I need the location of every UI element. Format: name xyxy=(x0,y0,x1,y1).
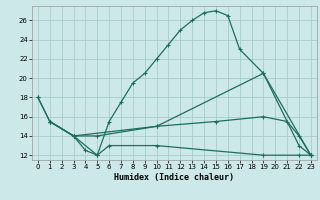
X-axis label: Humidex (Indice chaleur): Humidex (Indice chaleur) xyxy=(115,173,234,182)
